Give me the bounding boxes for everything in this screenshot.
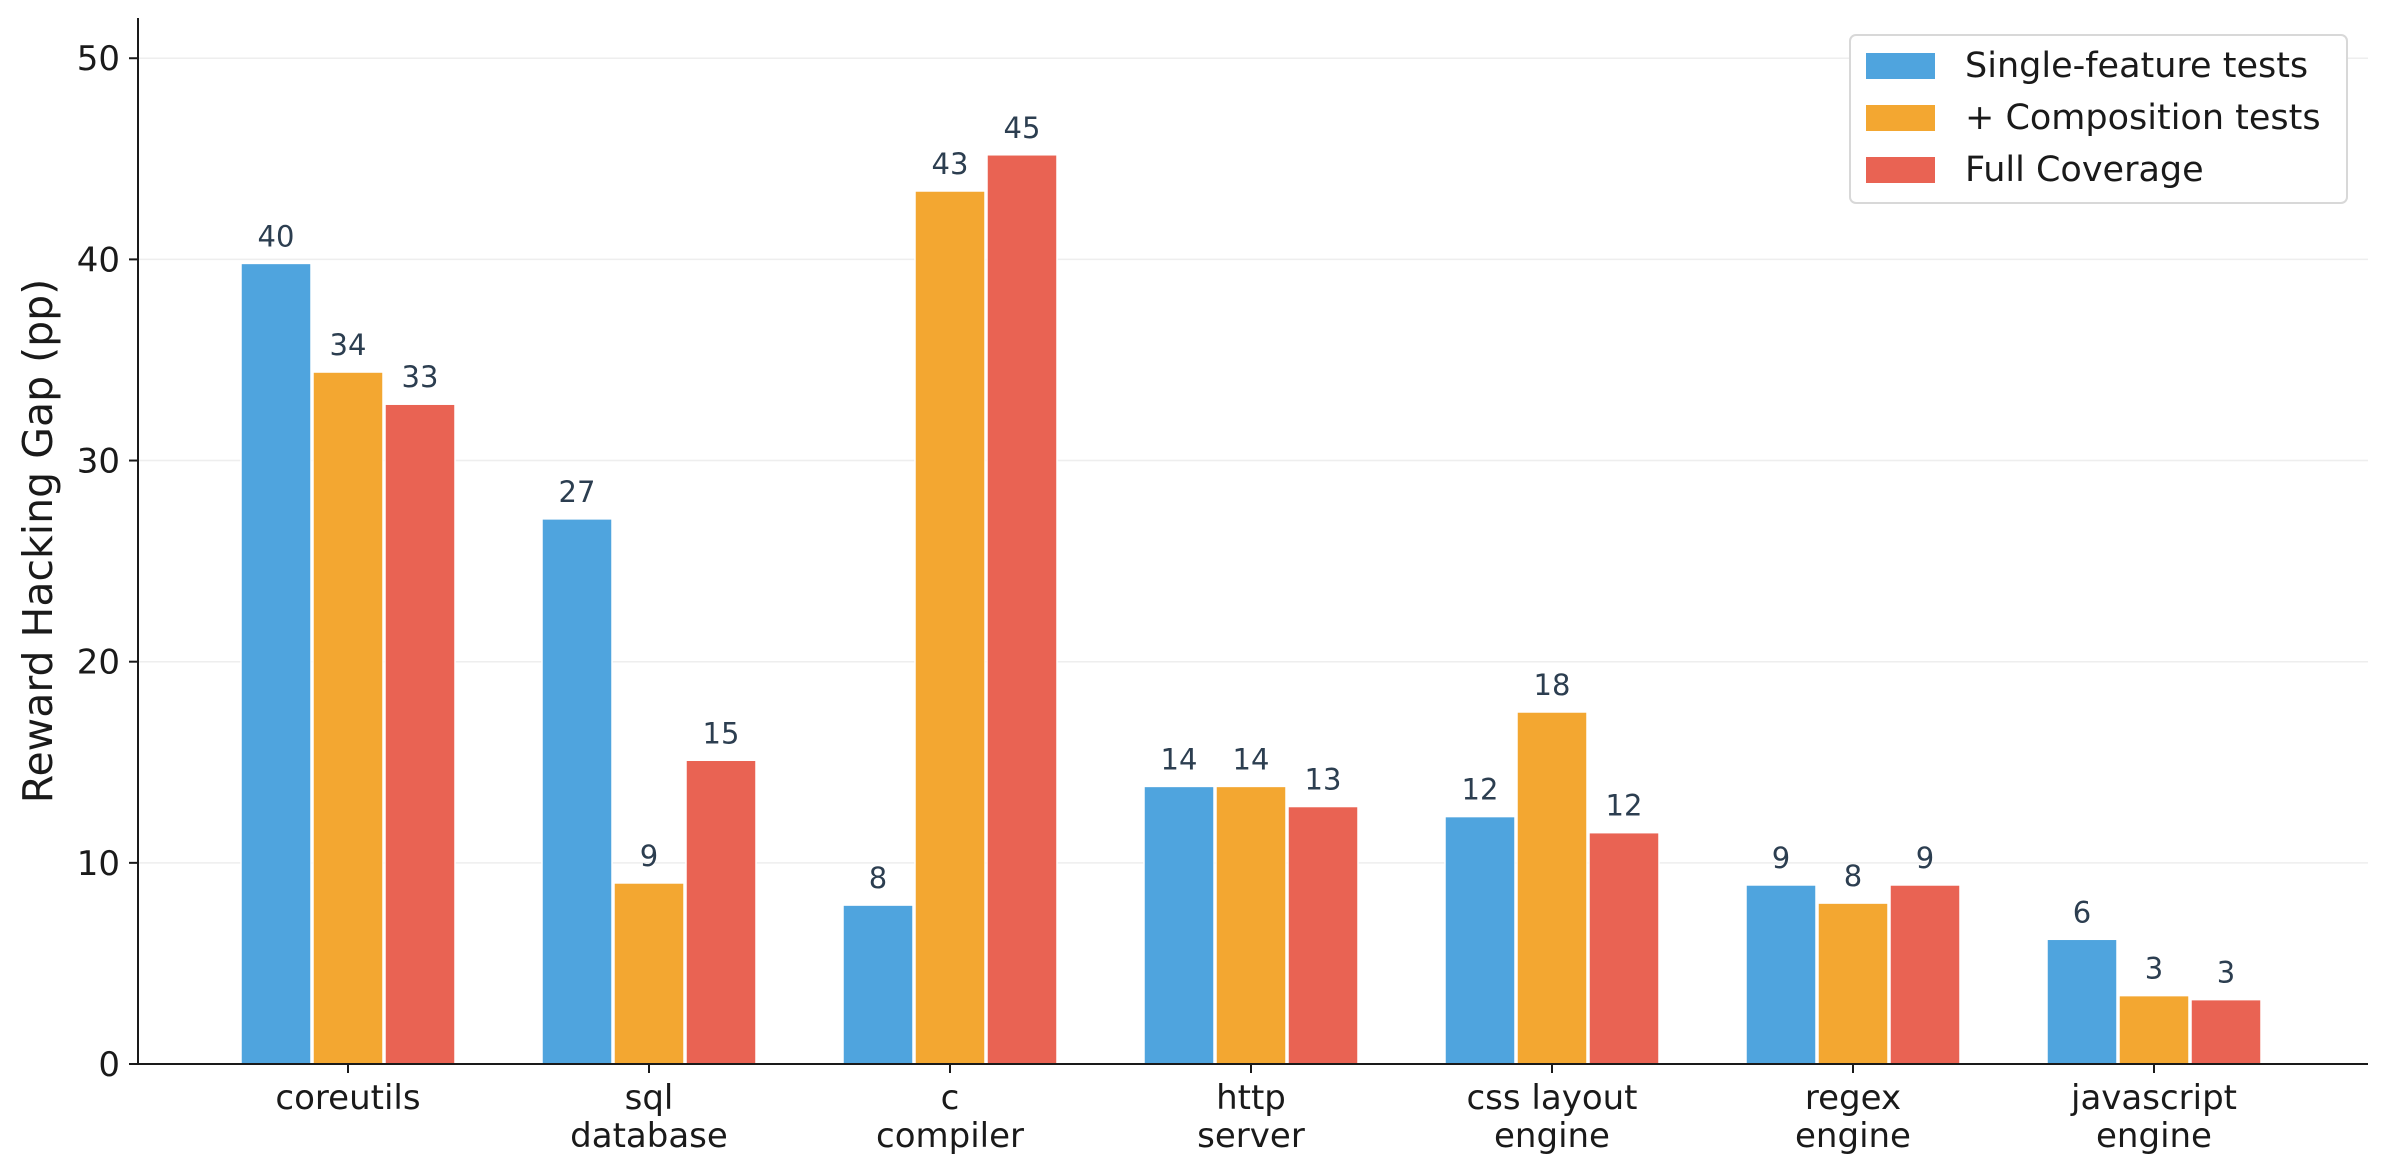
- bar-value-label: 15: [703, 716, 740, 750]
- y-axis-title: Reward Hacking Gap (pp): [14, 279, 62, 803]
- legend-swatch: [1866, 105, 1935, 131]
- x-tick-label: javascript: [2070, 1078, 2237, 1118]
- bar-value-label: 14: [1233, 742, 1270, 776]
- x-tick-label: regex: [1805, 1078, 1901, 1118]
- bar: [1516, 711, 1588, 1065]
- x-tick-label: sql: [625, 1078, 674, 1118]
- bar-value-label: 12: [1462, 773, 1499, 807]
- legend-swatch: [1866, 157, 1935, 183]
- bar: [914, 190, 986, 1065]
- bar-value-label: 27: [559, 475, 596, 509]
- bar-value-label: 9: [640, 839, 658, 873]
- bar-value-label: 18: [1534, 668, 1571, 702]
- y-tick-label: 20: [77, 643, 120, 683]
- bar-value-label: 43: [932, 147, 969, 181]
- bar: [240, 262, 312, 1065]
- bar: [541, 518, 613, 1065]
- bar: [1287, 805, 1359, 1065]
- grid-lines: [138, 57, 2368, 864]
- bar-value-label: 45: [1004, 111, 1041, 145]
- bar-value-label: 34: [330, 328, 367, 362]
- legend-label: Full Coverage: [1965, 150, 2204, 190]
- bars: [240, 154, 2262, 1065]
- bar: [1588, 831, 1660, 1065]
- y-tick-label: 40: [77, 240, 120, 280]
- bar-value-label: 13: [1305, 763, 1342, 797]
- bar: [685, 759, 757, 1065]
- bar: [384, 403, 456, 1065]
- y-tick-label: 10: [77, 844, 120, 884]
- bar-value-label: 12: [1606, 789, 1643, 823]
- bar: [1444, 815, 1516, 1065]
- bar-value-label: 33: [402, 360, 439, 394]
- bar-value-label: 14: [1161, 742, 1198, 776]
- bar: [2046, 938, 2118, 1065]
- legend: Single-feature tests + Composition tests F…: [1849, 34, 2348, 204]
- bar: [1889, 884, 1961, 1065]
- bar-value-label: 8: [869, 861, 887, 895]
- x-tick-label: c: [941, 1078, 960, 1118]
- bar-value-label: 6: [2073, 895, 2091, 929]
- bar-value-label: 3: [2145, 952, 2163, 986]
- bar: [1745, 884, 1817, 1065]
- bar: [1215, 785, 1287, 1065]
- legend-box: [1849, 34, 2348, 204]
- bar-value-label: 40: [258, 219, 295, 253]
- bar-value-label: 9: [1772, 841, 1790, 875]
- bar: [2118, 994, 2190, 1065]
- x-tick-label: engine: [2096, 1116, 2212, 1156]
- legend-label: Single-feature tests: [1965, 46, 2308, 86]
- y-ticks: 0 10 20 30 40 50: [77, 39, 138, 1085]
- y-tick-label: 0: [98, 1045, 120, 1085]
- y-tick-label: 30: [77, 442, 120, 482]
- x-tick-label: compiler: [876, 1116, 1024, 1156]
- bar-value-label: 8: [1844, 859, 1862, 893]
- x-tick-label: http: [1216, 1078, 1286, 1118]
- bar: [2190, 998, 2262, 1065]
- x-tick-label: engine: [1795, 1116, 1911, 1156]
- bar: [312, 371, 384, 1065]
- x-tick-label: server: [1197, 1116, 1305, 1156]
- bar-value-label: 9: [1916, 841, 1934, 875]
- x-tick-label: database: [570, 1116, 728, 1156]
- y-tick-label: 50: [77, 39, 120, 79]
- x-tick-label: css layout: [1466, 1078, 1637, 1118]
- bar-value-label: 3: [2217, 956, 2235, 990]
- legend-swatch: [1866, 53, 1935, 79]
- x-tick-label: engine: [1494, 1116, 1610, 1156]
- bar: [613, 882, 685, 1065]
- bar: [1817, 902, 1889, 1065]
- bar: [1143, 785, 1215, 1065]
- bar: [986, 154, 1058, 1065]
- legend-label: + Composition tests: [1965, 98, 2321, 138]
- bar: [842, 904, 914, 1065]
- x-tick-label: coreutils: [275, 1078, 420, 1118]
